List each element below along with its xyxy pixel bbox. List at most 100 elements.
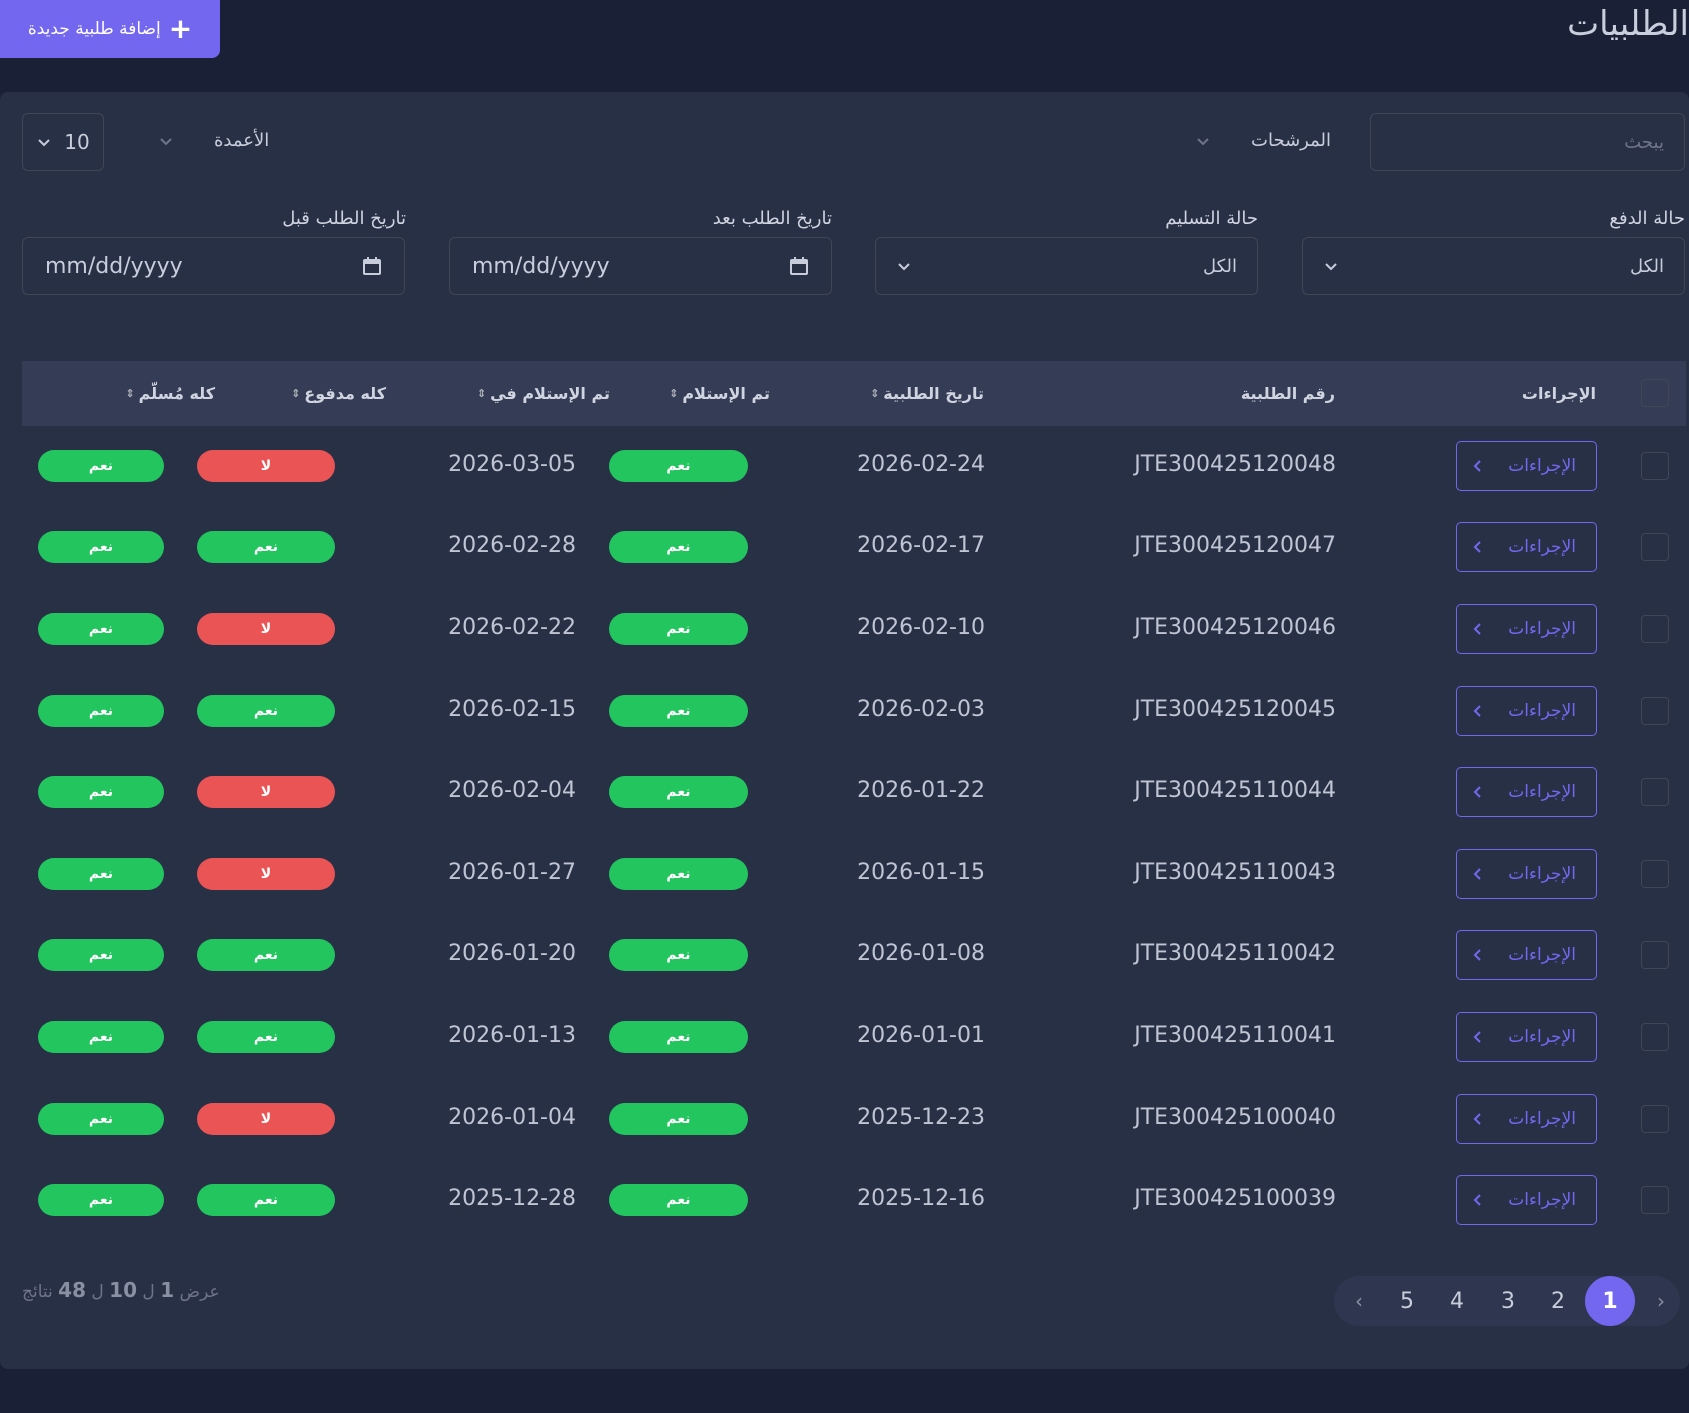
- chevron-down-icon: [1197, 137, 1209, 145]
- plus-icon: +: [168, 12, 193, 45]
- chevron-down-icon: [898, 263, 910, 271]
- page-size-select[interactable]: 10: [22, 113, 104, 171]
- fully-delivered-badge: نعم: [38, 449, 164, 482]
- header-received-at-label: تم الإستلام في: [490, 384, 610, 403]
- row-actions-button[interactable]: الإجراءات: [1456, 685, 1597, 736]
- columns-dropdown[interactable]: الأعمدة: [158, 130, 269, 151]
- chevron-left-icon: [1473, 949, 1481, 962]
- row-actions-button[interactable]: الإجراءات: [1456, 1093, 1597, 1144]
- fully-paid-badge: نعم: [197, 1020, 335, 1053]
- prev-page-button[interactable]: ‹: [1355, 1289, 1363, 1313]
- add-order-button[interactable]: + إضافة طلبية جديدة: [0, 0, 220, 58]
- order-date-cell: 2025-12-16: [857, 1186, 985, 1212]
- received-at-cell: 2026-02-22: [448, 614, 576, 640]
- chevron-left-icon: [1473, 623, 1481, 635]
- table-row: الإجراءات JTE300425120045 2026-02-03 نعم 202…: [0, 670, 1689, 752]
- summary-total: 48: [58, 1278, 86, 1302]
- fully-paid-badge: لا: [197, 776, 335, 809]
- row-actions-button[interactable]: الإجراءات: [1456, 1175, 1597, 1226]
- chevron-left-icon: [1473, 1031, 1481, 1043]
- delivery-status-select[interactable]: الكل: [875, 237, 1258, 295]
- delivery-status-value: الكل: [1202, 255, 1237, 277]
- page-5-button[interactable]: 5: [1400, 1288, 1414, 1314]
- chevron-left-icon: [1473, 460, 1481, 472]
- row-actions-button[interactable]: الإجراءات: [1456, 440, 1597, 491]
- row-checkbox[interactable]: [1641, 941, 1669, 970]
- date-before-input[interactable]: mm/dd/yyyy: [22, 237, 405, 295]
- calendar-icon[interactable]: [362, 256, 382, 276]
- row-actions-label: الإجراءات: [1508, 700, 1576, 721]
- date-after-input[interactable]: mm/dd/yyyy: [449, 237, 832, 295]
- fully-delivered-badge: نعم: [38, 694, 164, 727]
- row-checkbox[interactable]: [1641, 451, 1669, 480]
- page-3-button[interactable]: 3: [1501, 1288, 1515, 1314]
- row-checkbox[interactable]: [1641, 614, 1669, 643]
- page-4-button[interactable]: 4: [1450, 1288, 1464, 1314]
- row-actions-label: الإجراءات: [1508, 618, 1576, 639]
- received-at-cell: 2026-02-04: [448, 778, 576, 804]
- order-number-cell: JTE300425100040: [1134, 1104, 1336, 1130]
- fully-paid-badge: لا: [197, 449, 335, 482]
- header-fully-delivered[interactable]: كله مُسلّم ⇕: [125, 361, 215, 426]
- sort-icon: ⇕: [476, 387, 487, 400]
- filters-dropdown[interactable]: المرشحات: [1195, 130, 1331, 151]
- summary-from: 1: [160, 1278, 175, 1302]
- header-order-number[interactable]: رقم الطلبية: [1240, 384, 1335, 403]
- delivery-status-label: حالة التسليم: [1165, 208, 1258, 229]
- date-before-label: تاريخ الطلب قبل: [282, 208, 406, 229]
- row-checkbox[interactable]: [1641, 696, 1669, 725]
- received-at-cell: 2026-01-13: [448, 1022, 576, 1048]
- row-actions-label: الإجراءات: [1508, 1190, 1576, 1211]
- row-checkbox[interactable]: [1641, 859, 1669, 888]
- row-actions-button[interactable]: الإجراءات: [1456, 767, 1597, 818]
- header-received[interactable]: تم الإستلام ⇕: [669, 361, 770, 426]
- page-1-button[interactable]: 1: [1585, 1276, 1635, 1326]
- chevron-left-icon: [1473, 868, 1481, 880]
- row-actions-button[interactable]: الإجراءات: [1456, 1011, 1597, 1062]
- header-fully-paid-label: كله مدفوع: [304, 384, 386, 403]
- payment-status-select[interactable]: الكل: [1302, 237, 1685, 295]
- search-input[interactable]: [1370, 113, 1685, 171]
- fully-delivered-badge: نعم: [38, 1184, 164, 1217]
- order-date-cell: 2026-02-03: [857, 696, 985, 722]
- row-actions-label: الإجراءات: [1508, 945, 1576, 966]
- order-number-cell: JTE300425120046: [1134, 614, 1336, 640]
- received-at-cell: 2026-03-05: [448, 451, 576, 477]
- row-actions-button[interactable]: الإجراءات: [1456, 603, 1597, 654]
- row-actions-button[interactable]: الإجراءات: [1456, 848, 1597, 899]
- table-row: الإجراءات JTE300425120047 2026-02-17 نعم 202…: [0, 507, 1689, 589]
- fully-paid-badge: نعم: [197, 694, 335, 727]
- row-actions-button[interactable]: الإجراءات: [1456, 522, 1597, 573]
- calendar-icon[interactable]: [789, 256, 809, 276]
- fully-delivered-badge: نعم: [38, 939, 164, 972]
- header-received-at[interactable]: تم الإستلام في ⇕: [477, 361, 610, 426]
- summary-suffix: نتائج: [22, 1282, 53, 1302]
- header-fully-delivered-label: كله مُسلّم: [138, 384, 215, 403]
- page-2-button[interactable]: 2: [1551, 1288, 1565, 1314]
- fully-paid-badge: لا: [197, 612, 335, 645]
- row-actions-button[interactable]: الإجراءات: [1456, 930, 1597, 981]
- received-at-cell: 2026-01-27: [448, 859, 576, 885]
- received-badge: نعم: [609, 449, 748, 482]
- order-number-cell: JTE300425100039: [1134, 1186, 1336, 1212]
- chevron-down-icon: [1325, 263, 1337, 271]
- summary-sep2: ل: [91, 1282, 104, 1302]
- order-number-cell: JTE300425110042: [1134, 941, 1336, 967]
- row-checkbox[interactable]: [1641, 1104, 1669, 1133]
- pagination: ‹ 5 4 3 2 1 ›: [1334, 1276, 1680, 1326]
- columns-label: الأعمدة: [214, 130, 270, 151]
- header-fully-paid[interactable]: كله مدفوع ⇕: [291, 361, 386, 426]
- table-row: الإجراءات JTE300425110044 2026-01-22 نعم 202…: [0, 751, 1689, 833]
- row-actions-label: الإجراءات: [1508, 1108, 1576, 1129]
- sort-icon: ⇕: [669, 387, 679, 400]
- row-checkbox[interactable]: [1641, 1022, 1669, 1051]
- fully-paid-badge: لا: [197, 1102, 335, 1135]
- row-checkbox[interactable]: [1641, 1186, 1669, 1215]
- row-checkbox[interactable]: [1641, 533, 1669, 562]
- date-after-label: تاريخ الطلب بعد: [712, 208, 832, 229]
- row-checkbox[interactable]: [1641, 778, 1669, 807]
- header-order-date[interactable]: تاريخ الطلبية ⇕: [870, 361, 984, 426]
- order-date-cell: 2026-02-10: [857, 614, 985, 640]
- next-page-button[interactable]: ›: [1657, 1289, 1665, 1313]
- select-all-checkbox[interactable]: [1641, 379, 1669, 407]
